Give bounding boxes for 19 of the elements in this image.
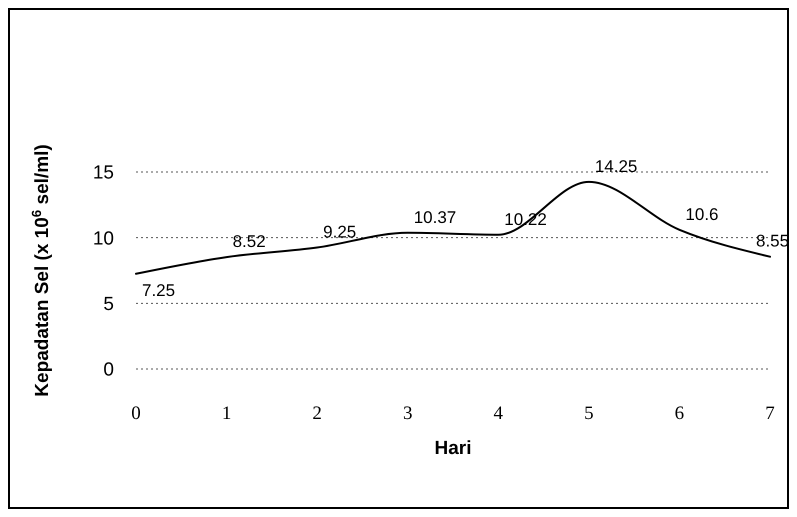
x-tick-label: 6 bbox=[674, 403, 684, 424]
y-tick-label: 15 bbox=[92, 162, 114, 184]
x-tick-label: 5 bbox=[584, 403, 594, 424]
x-tick-label: 2 bbox=[312, 403, 322, 424]
y-tick-label: 0 bbox=[103, 360, 114, 381]
data-label: 10.37 bbox=[414, 208, 456, 227]
y-tick-label: 5 bbox=[103, 294, 114, 315]
data-label: 7.25 bbox=[142, 280, 176, 300]
data-label: 14.25 bbox=[594, 156, 638, 176]
x-tick-label: 3 bbox=[402, 403, 412, 424]
x-axis-title: Hari bbox=[434, 438, 472, 459]
x-tick-label: 0 bbox=[131, 403, 141, 424]
y-tick-label: 10 bbox=[92, 228, 114, 250]
x-tick-label: 4 bbox=[494, 403, 504, 424]
data-label: 8.52 bbox=[232, 232, 266, 252]
x-tick-label: 7 bbox=[765, 403, 775, 424]
data-label: 10.6 bbox=[685, 204, 719, 224]
data-label: 9.25 bbox=[323, 222, 356, 242]
x-tick-label: 1 bbox=[222, 403, 232, 424]
